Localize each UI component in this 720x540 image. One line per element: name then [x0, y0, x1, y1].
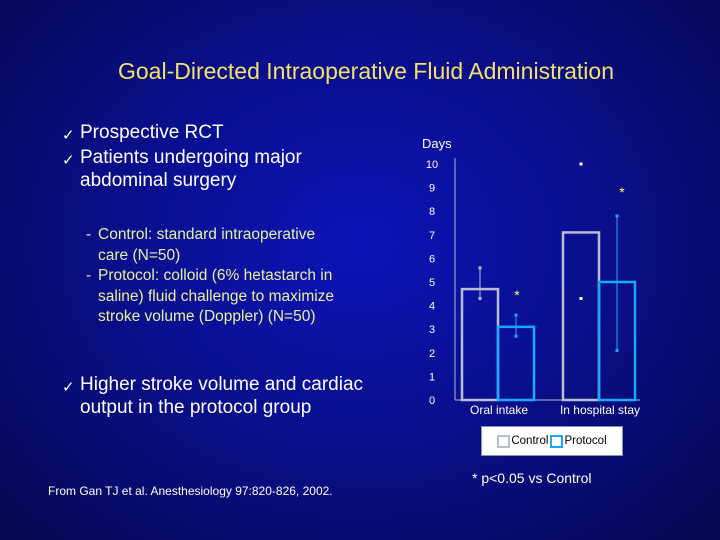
- y-tick-label: 4: [429, 301, 435, 313]
- sub-bullet-text: Protocol: colloid (6% hetastarch in: [98, 267, 333, 284]
- legend-label: Protocol: [564, 435, 607, 447]
- sub-bullet-text: stroke volume (Doppler) (N=50): [98, 308, 316, 325]
- data-point: [579, 162, 583, 166]
- checkmark-icon: ✓: [62, 379, 75, 396]
- footnote-star: *: [472, 470, 478, 486]
- x-tick-label: In hospital stay: [560, 403, 640, 417]
- legend-label: Control: [511, 435, 549, 447]
- slide-title: Goal-Directed Intraoperative Fluid Admin…: [117, 58, 614, 84]
- significance-footnote: * p<0.05 vs Control: [472, 470, 591, 486]
- y-axis-label: Days: [422, 136, 452, 151]
- bullet-text: Higher stroke volume and cardiac: [80, 374, 364, 395]
- bullet-item: ✓ Patients undergoing major abdominal su…: [62, 146, 412, 192]
- y-tick-label: 1: [429, 371, 435, 383]
- bar-protocol: [496, 325, 536, 402]
- sub-bullet-protocol: - Protocol: colloid (6% hetastarch in sa…: [86, 266, 416, 328]
- legend-item-control: Control: [497, 434, 549, 448]
- y-tick-label: 2: [429, 348, 435, 360]
- bullet-text: abdominal surgery: [80, 170, 237, 191]
- sub-bullet-list: - Control: standard intraoperative care …: [86, 225, 416, 328]
- bullet-item: ✓ Higher stroke volume and cardiac outpu…: [62, 373, 430, 419]
- legend-swatch-protocol: [550, 434, 564, 448]
- y-tick-label: 0: [429, 395, 435, 407]
- y-tick-label: 9: [429, 183, 435, 195]
- legend-swatch-control: [497, 434, 511, 448]
- checkmark-icon: ✓: [62, 127, 75, 144]
- sub-bullet-text: care (N=50): [98, 246, 181, 264]
- error-bar-cap: [615, 348, 619, 352]
- y-tick-label: 6: [429, 253, 435, 265]
- error-bar-cap: [514, 313, 518, 317]
- data-point: [579, 297, 583, 301]
- error-bar-cap: [514, 334, 518, 338]
- footnote-text: p<0.05 vs Control: [481, 470, 592, 486]
- bar-control: [561, 231, 601, 402]
- y-tick-label: 7: [429, 230, 435, 242]
- legend-item-protocol: Protocol: [550, 434, 607, 448]
- error-bar-cap: [615, 214, 619, 218]
- sub-bullet-control: - Control: standard intraoperative care …: [86, 225, 416, 266]
- dash-glyph: -: [86, 267, 92, 284]
- checkmark-icon: ✓: [62, 152, 75, 169]
- error-bar-cap: [478, 266, 482, 270]
- dash-glyph: -: [86, 226, 92, 243]
- y-tick-label: 5: [429, 277, 435, 289]
- error-bar-cap: [478, 297, 482, 301]
- x-tick-label: Oral intake: [470, 403, 528, 417]
- bullet-text: output in the protocol group: [80, 397, 312, 418]
- bullet-text: Prospective RCT: [80, 122, 224, 143]
- sub-bullet-text: saline) fluid challenge to maximize: [98, 287, 335, 305]
- sub-bullet-text: Control: standard intraoperative: [98, 226, 316, 243]
- y-tick-label: 10: [426, 159, 438, 171]
- chart-legend: Control Protocol: [481, 426, 623, 456]
- y-tick-label: 8: [429, 206, 435, 218]
- significance-star: *: [514, 287, 520, 303]
- bar-control: [460, 287, 500, 402]
- significance-star: *: [619, 184, 625, 200]
- y-tick-label: 3: [429, 324, 435, 336]
- citation: From Gan TJ et al. Anesthesiology 97:820…: [48, 484, 333, 498]
- bullet-text: Patients undergoing major: [80, 147, 302, 168]
- bullet-item: ✓ Prospective RCT: [62, 121, 412, 144]
- bullet-list: ✓ Prospective RCT ✓ Patients undergoing …: [62, 121, 412, 194]
